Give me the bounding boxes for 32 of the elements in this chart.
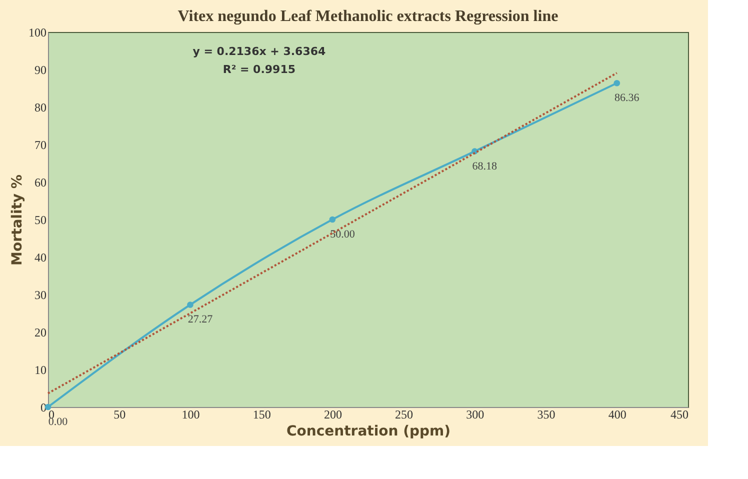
annotation: R² = 0.9915	[222, 63, 296, 76]
point	[614, 80, 620, 86]
data-label: 0.00	[48, 416, 68, 428]
x-tick-label: 300	[466, 408, 484, 422]
y-tick-label: 90	[34, 63, 46, 77]
x-tick-label: 200	[324, 408, 342, 422]
x-tick-label: 250	[395, 408, 414, 422]
point	[329, 216, 336, 223]
y-tick-label: 40	[34, 250, 46, 264]
x-axis-title: Concentration (ppm)	[286, 424, 451, 440]
y-tick-label: 10	[34, 363, 46, 377]
x-tick-label: 400	[608, 408, 626, 422]
y-axis-title: Mortality %	[10, 174, 26, 266]
data-label: 50.00	[330, 228, 356, 240]
data-label: 27.27	[188, 314, 214, 326]
x-tick-label: 350	[537, 408, 556, 422]
annotation: y = 0.2136x + 3.6364	[192, 45, 326, 58]
y-tick-label: 30	[34, 288, 46, 302]
y-tick-label: 20	[34, 326, 46, 340]
y-tick-label: 100	[28, 26, 46, 40]
x-tick-label: 100	[182, 408, 200, 422]
data-label: 86.36	[614, 92, 640, 104]
x-tick-label: 150	[252, 408, 271, 422]
point	[187, 302, 194, 308]
y-tick-label: 60	[34, 176, 46, 190]
y-tick-label: 70	[34, 138, 46, 152]
data-label: 68.18	[472, 160, 498, 172]
chart-title: Vitex negundo Leaf Methanolic extracts Regression line	[178, 8, 558, 25]
y-tick-label: 50	[34, 213, 46, 227]
y-tick-label: 80	[34, 100, 46, 114]
x-tick-label: 450	[670, 408, 688, 422]
x-tick-label: 50	[114, 408, 126, 422]
